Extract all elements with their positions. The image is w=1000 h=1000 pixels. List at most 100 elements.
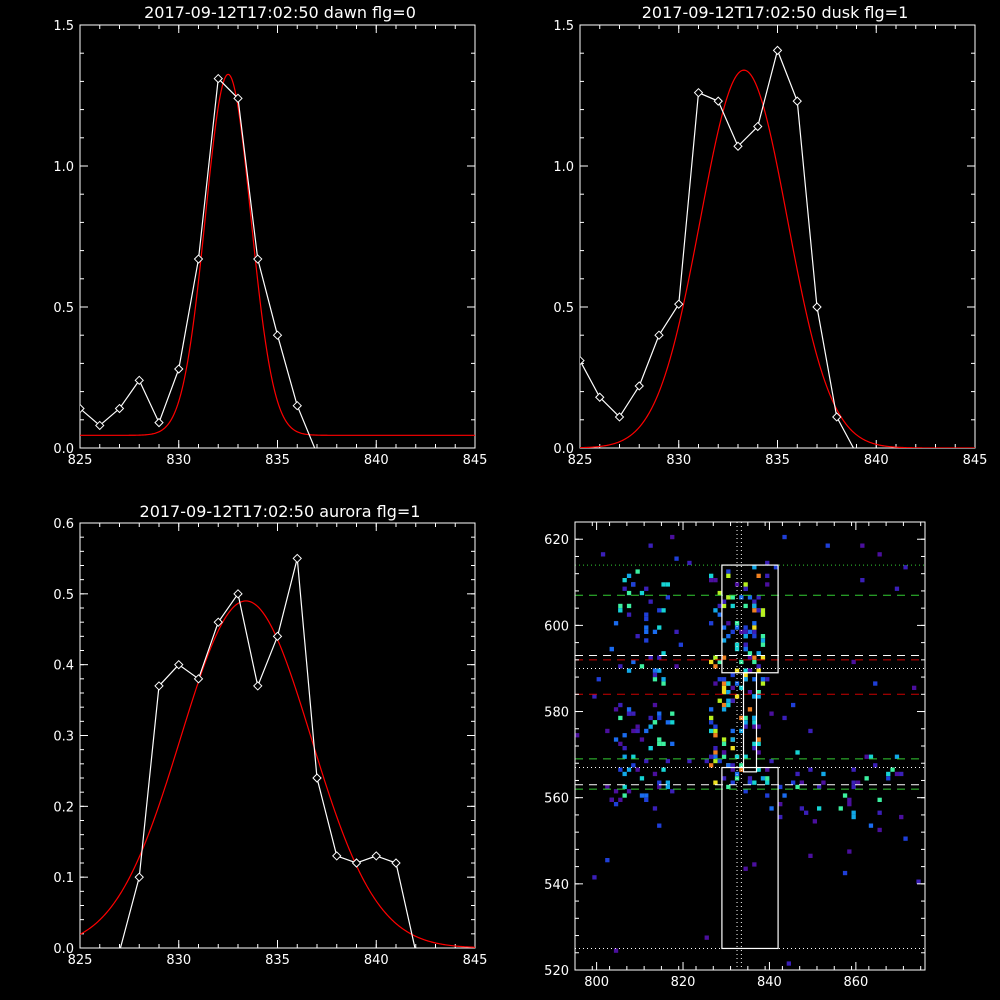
heatmap-pixel: [709, 754, 714, 759]
data-point-diamond: [233, 589, 243, 599]
heatmap-pixel: [847, 849, 852, 854]
heatmap-pixel: [860, 543, 865, 548]
heatmap-pixel: [726, 681, 731, 686]
heatmap-pixel: [851, 767, 856, 772]
y-tick-label: 600: [544, 619, 569, 634]
heatmap-pixel: [734, 681, 740, 686]
heatmap-pixel: [709, 728, 714, 734]
heatmap-pixel: [639, 590, 645, 596]
data-point-diamond: [134, 872, 144, 882]
heatmap-pixel: [726, 634, 731, 639]
heatmap-pixel: [760, 612, 766, 617]
heatmap-pixel: [743, 724, 748, 729]
plot-area: [80, 73, 475, 448]
heatmap-pixel: [730, 767, 735, 772]
data-point-diamond: [634, 381, 644, 391]
data-point-diamond: [614, 412, 625, 422]
chart-title: 2017-09-12T17:02:50 dusk flg=1: [642, 3, 909, 22]
aurora-spectrum-panel: 825 830 835 840 845 0.0 0.1 0.2 0.3 0.4 0.5 0.6 2017…: [53, 502, 487, 968]
heatmap-pixel: [622, 746, 627, 751]
heatmap-pixel: [631, 728, 636, 734]
heatmap-pixel: [618, 702, 623, 708]
heatmap-pixel: [657, 668, 662, 673]
heatmap-pixel: [752, 599, 757, 604]
data-point-diamond: [812, 302, 822, 312]
heatmap-pixel: [631, 763, 636, 768]
heatmap-pixel: [709, 763, 714, 768]
heatmap-pixel: [752, 603, 757, 609]
heatmap-pixel: [709, 573, 714, 578]
heatmap-pixel: [730, 746, 735, 751]
y-tick-label: 560: [544, 792, 569, 807]
heatmap-pixel: [899, 771, 904, 777]
heatmap-pixel: [661, 582, 666, 587]
y-tick-label: 0.5: [53, 301, 74, 316]
heatmap-pixel: [657, 711, 662, 716]
heatmap-pixel: [752, 780, 757, 785]
x-tick-label: 820: [671, 975, 696, 990]
heatmap-pixel: [743, 646, 748, 652]
heatmap-pixel: [639, 793, 645, 798]
heatmap-pixel: [661, 767, 666, 772]
heatmap-pixel: [709, 659, 714, 665]
heatmap-pixel: [605, 784, 610, 790]
heatmap-pixel: [760, 681, 766, 686]
heatmap-pixel: [709, 720, 714, 725]
data-point-diamond: [98, 946, 101, 948]
dusk-spectrum-panel: 825 830 835 840 845 0.0 0.5 1.0 1.5 2017-09-12T17…: [553, 3, 987, 468]
heatmap-pixel: [644, 793, 649, 798]
heatmap-pixel: [756, 573, 761, 578]
heatmap-pixel: [743, 642, 748, 647]
heatmap-pixel: [730, 603, 735, 609]
heatmap-pixel: [674, 664, 679, 669]
heatmap-pixel: [644, 616, 649, 622]
data-point-diamond: [253, 254, 263, 264]
data-point-diamond: [832, 412, 842, 422]
data-point-diamond: [292, 553, 302, 564]
heatmap-pixel: [687, 758, 692, 764]
data-point-diamond: [95, 420, 105, 431]
heatmap-pixel: [657, 608, 662, 613]
heatmap-pixel: [639, 737, 645, 742]
heatmap-pixel: [613, 789, 619, 794]
data-point-diamond: [792, 96, 802, 106]
heatmap-pixel: [652, 702, 658, 708]
heatmap-pixel: [730, 629, 735, 634]
heatmap-pixel: [760, 655, 766, 660]
heatmap-pixel: [734, 771, 740, 777]
heatmap-pixel: [752, 659, 757, 665]
heatmap-pixel: [717, 758, 722, 764]
heatmap-pixel: [704, 758, 709, 764]
heatmap-pixel: [626, 603, 632, 609]
heatmap-pixel: [648, 599, 653, 604]
heatmap-pixel: [717, 698, 722, 703]
heatmap-pixel: [661, 651, 666, 656]
heatmap-pixel: [851, 659, 856, 665]
heatmap-pixel: [734, 642, 740, 647]
region-box: [721, 766, 779, 950]
heatmap-pixel: [743, 603, 748, 609]
heatmap-pixel: [605, 858, 610, 863]
heatmap-pixel: [644, 638, 649, 643]
heatmap-pixel: [747, 707, 753, 712]
heatmap-pixel: [747, 651, 753, 656]
data-point-diamond: [118, 946, 121, 948]
heatmap-pixel: [851, 784, 856, 790]
heatmap-pixel: [575, 733, 580, 738]
heatmap-pixel: [752, 634, 757, 639]
heatmap-pixel: [609, 646, 614, 652]
heatmap-pixel: [670, 741, 675, 746]
heatmap-pixel: [622, 771, 627, 777]
heatmap-pixel: [808, 728, 813, 734]
heatmap-pixel: [799, 780, 804, 785]
heatmap-pixel: [709, 578, 714, 583]
data-point-diamond: [193, 674, 204, 684]
heatmap-pixel: [618, 797, 623, 802]
data-point-diamond: [292, 400, 302, 411]
heatmap-pixel: [734, 754, 740, 759]
data-point-diamond: [174, 659, 184, 670]
heatmap-pixel: [821, 771, 826, 777]
data-point-diamond: [213, 73, 223, 84]
data-point-diamond: [580, 355, 585, 366]
